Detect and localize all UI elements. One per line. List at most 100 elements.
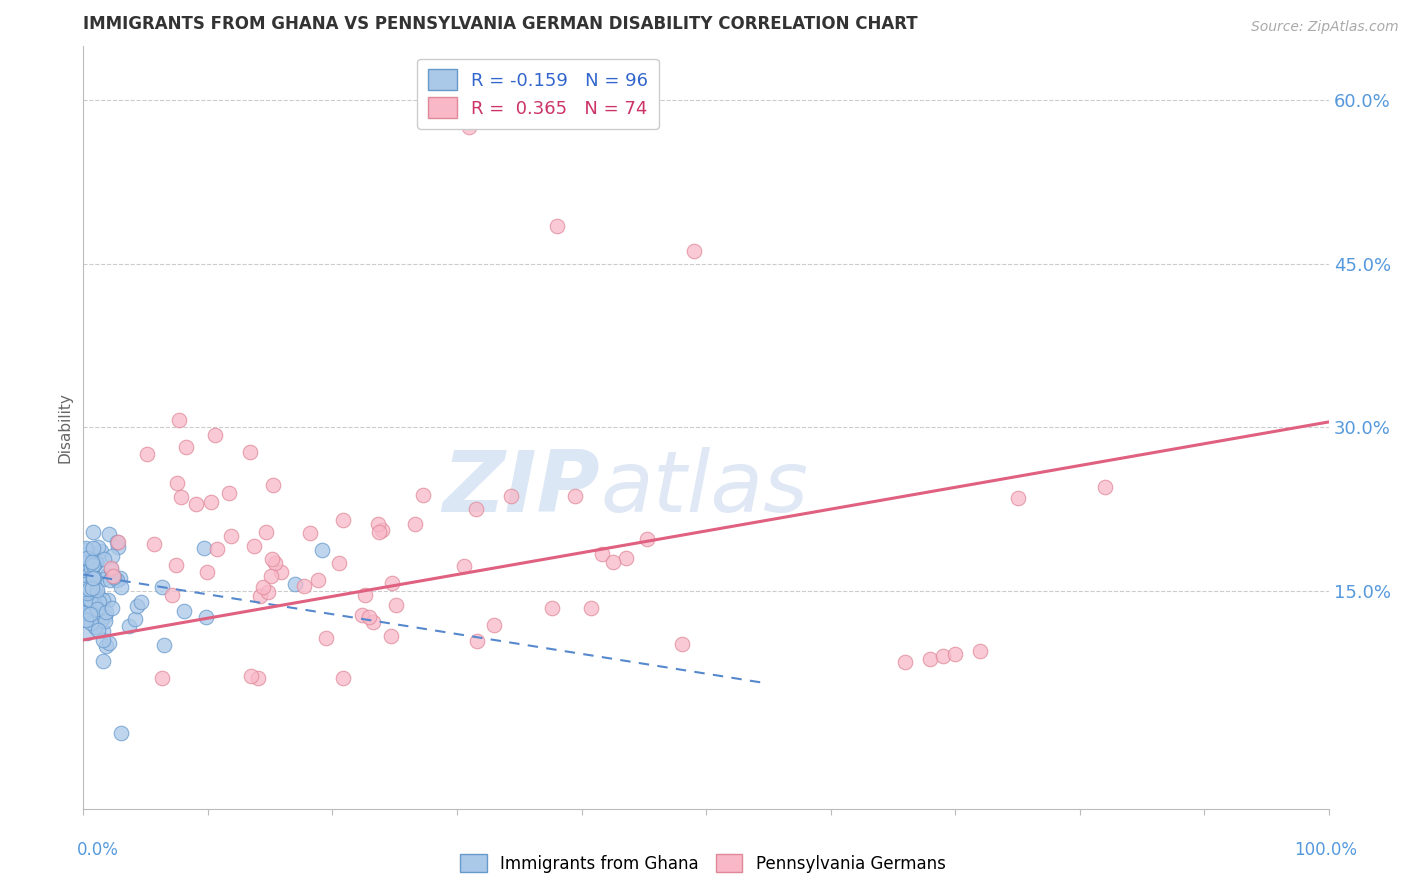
Point bbox=[84, 598, 107, 612]
Point bbox=[218, 486, 240, 500]
Point bbox=[82, 599, 104, 614]
Point bbox=[76, 551, 98, 566]
Point bbox=[242, 539, 264, 553]
Point bbox=[943, 647, 966, 661]
Point bbox=[89, 595, 111, 609]
Point bbox=[357, 609, 380, 624]
Point bbox=[82, 525, 104, 540]
Point bbox=[73, 582, 96, 596]
Point bbox=[105, 534, 128, 549]
Point bbox=[98, 527, 121, 541]
Point bbox=[79, 593, 101, 607]
Point bbox=[77, 582, 100, 596]
Point bbox=[76, 583, 98, 598]
Point bbox=[186, 497, 208, 511]
Point bbox=[219, 529, 242, 543]
Point bbox=[136, 447, 159, 461]
Point bbox=[110, 725, 132, 739]
Point bbox=[636, 533, 658, 547]
Point bbox=[315, 631, 337, 645]
Legend: Immigrants from Ghana, Pennsylvania Germans: Immigrants from Ghana, Pennsylvania Germ… bbox=[454, 847, 952, 880]
Point bbox=[352, 608, 374, 623]
Point bbox=[129, 595, 152, 609]
Point bbox=[80, 581, 103, 595]
Point bbox=[564, 489, 586, 503]
Text: 0.0%: 0.0% bbox=[77, 841, 120, 859]
Point bbox=[82, 567, 104, 582]
Point bbox=[166, 475, 188, 490]
Point bbox=[381, 576, 404, 591]
Point bbox=[83, 587, 105, 601]
Text: 100.0%: 100.0% bbox=[1294, 841, 1357, 859]
Point bbox=[591, 547, 613, 561]
Point bbox=[90, 544, 112, 558]
Point bbox=[90, 614, 112, 628]
Point bbox=[103, 569, 125, 583]
Point bbox=[1094, 480, 1116, 494]
Point bbox=[354, 588, 377, 602]
Point bbox=[142, 537, 165, 551]
Point bbox=[98, 573, 121, 587]
Point bbox=[82, 541, 104, 556]
Point bbox=[160, 588, 183, 602]
Point bbox=[292, 579, 315, 593]
Point bbox=[118, 618, 141, 632]
Point bbox=[100, 562, 122, 576]
Point bbox=[87, 551, 110, 566]
Point bbox=[252, 581, 274, 595]
Point bbox=[332, 513, 354, 527]
Point bbox=[284, 577, 307, 591]
Point bbox=[82, 558, 104, 573]
Point bbox=[103, 570, 125, 584]
Point bbox=[80, 569, 103, 583]
Point bbox=[87, 540, 110, 554]
Point bbox=[969, 644, 991, 658]
Point bbox=[107, 534, 129, 549]
Point bbox=[91, 632, 114, 647]
Y-axis label: Disability: Disability bbox=[58, 392, 72, 463]
Point bbox=[93, 654, 115, 668]
Point bbox=[368, 524, 391, 539]
Point bbox=[602, 555, 624, 569]
Point bbox=[79, 599, 101, 613]
Point bbox=[246, 671, 269, 685]
Point bbox=[77, 578, 100, 592]
Point bbox=[84, 556, 107, 570]
Point bbox=[579, 601, 602, 615]
Point bbox=[260, 552, 283, 566]
Point bbox=[73, 576, 96, 591]
Point bbox=[239, 445, 262, 459]
Point bbox=[80, 598, 103, 612]
Point bbox=[262, 478, 284, 492]
Point bbox=[96, 567, 118, 582]
Point bbox=[332, 671, 354, 685]
Point bbox=[311, 543, 333, 558]
Point bbox=[82, 572, 104, 586]
Point bbox=[465, 633, 488, 648]
Point bbox=[86, 582, 108, 597]
Text: ZIP: ZIP bbox=[443, 447, 600, 530]
Point bbox=[541, 601, 564, 615]
Point bbox=[77, 596, 100, 610]
Point bbox=[125, 599, 148, 614]
Point bbox=[79, 591, 101, 606]
Point bbox=[77, 591, 100, 606]
Point bbox=[75, 613, 97, 627]
Point bbox=[94, 609, 117, 624]
Point bbox=[412, 488, 434, 502]
Point bbox=[91, 624, 114, 638]
Point bbox=[405, 516, 427, 531]
Point bbox=[86, 602, 108, 616]
Point bbox=[110, 581, 132, 595]
Point bbox=[96, 639, 118, 653]
Point bbox=[79, 607, 101, 622]
Point bbox=[195, 566, 218, 580]
Text: atlas: atlas bbox=[600, 447, 808, 530]
Point bbox=[458, 120, 481, 135]
Point bbox=[94, 614, 117, 628]
Point bbox=[105, 573, 128, 587]
Point bbox=[84, 580, 107, 594]
Point bbox=[124, 612, 146, 626]
Point bbox=[80, 556, 103, 570]
Point bbox=[79, 544, 101, 558]
